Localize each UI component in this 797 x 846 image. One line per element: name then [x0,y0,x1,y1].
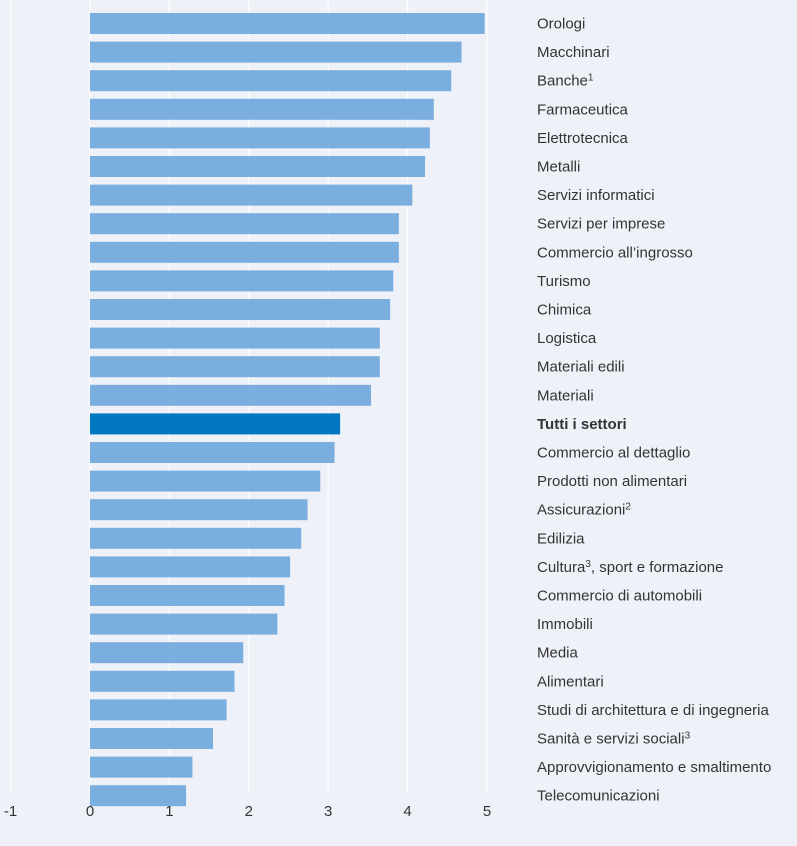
x-tick-label: 2 [245,803,253,820]
category-label: Farmaceutica [537,101,629,118]
category-label: Alimentari [537,673,604,690]
bar [90,785,187,807]
bar-highlight [90,413,341,435]
category-label: Cultura3, sport e formazione [537,558,723,576]
x-tick-label: 0 [86,803,94,820]
category-label: Orologi [537,16,585,33]
category-label: Edilizia [537,530,585,547]
bar [90,728,214,749]
category-label: Telecomunicazioni [537,788,660,805]
bar [90,41,462,63]
bar [90,756,193,778]
category-label: Assicurazioni2 [537,501,631,519]
bar [90,470,321,492]
bar [90,527,302,549]
bar [90,670,235,692]
category-label: Tutti i settori [537,416,627,433]
bar [90,442,335,463]
bar [90,299,391,320]
category-label: Prodotti non alimentari [537,473,687,490]
bar [90,98,434,120]
bar [90,241,399,263]
category-label: Materiali edili [537,359,625,376]
category-label: Studi di architettura e di ingegneria [537,702,769,719]
x-tick-label: -1 [4,803,17,820]
category-label: Media [537,645,579,662]
category-label: Commercio di automobili [537,588,702,605]
category-label: Materiali [537,387,594,404]
bar [90,642,244,664]
category-label: Approvvigionamento e smaltimento [537,759,771,776]
category-label: Immobili [537,616,593,633]
category-label: Banche1 [537,72,594,90]
bar [90,13,485,34]
category-label: Macchinari [537,44,610,61]
bar [90,556,291,578]
bar [90,613,278,635]
bar [90,327,380,349]
category-label: Commercio al dettaglio [537,445,690,462]
x-tick-label: 5 [483,803,491,820]
category-label: Servizi informatici [537,187,655,204]
category-label: Chimica [537,302,592,319]
x-axis-ticks: -1 0 1 2 3 4 5 [4,803,491,820]
x-tick-label: 4 [403,803,411,820]
category-label: Servizi per imprese [537,216,665,233]
category-label: Elettrotecnica [537,130,629,147]
bar [90,156,426,177]
category-label: Logistica [537,330,597,347]
x-tick-label: 3 [324,803,332,820]
bar [90,270,394,292]
category-label: Sanità e servizi sociali3 [537,730,691,748]
bar [90,184,413,206]
x-tick-label: 1 [165,803,173,820]
bar [90,699,227,721]
bar [90,384,372,406]
bar [90,585,285,606]
category-labels: Orologi Macchinari Banche1 Farmaceutica Elet… [537,16,771,805]
bar [90,356,380,378]
bar [90,499,308,521]
bars [90,13,485,807]
category-label: Metalli [537,159,580,176]
bar [90,213,399,235]
bar [90,127,430,149]
category-label: Commercio all’ingrosso [537,244,693,261]
bar [90,70,452,92]
category-label: Turismo [537,273,591,290]
